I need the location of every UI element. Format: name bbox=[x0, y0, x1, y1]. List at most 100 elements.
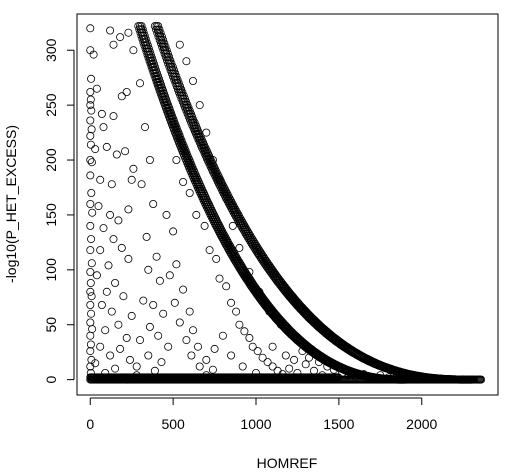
x-tick-label: 1000 bbox=[240, 416, 271, 432]
data-point bbox=[94, 202, 103, 211]
data-point bbox=[86, 287, 95, 296]
data-point bbox=[417, 374, 426, 383]
data-point bbox=[235, 320, 244, 329]
data-point bbox=[182, 336, 191, 345]
data-point bbox=[192, 210, 201, 219]
data-point bbox=[200, 221, 209, 230]
data-point bbox=[169, 227, 178, 236]
data-point bbox=[122, 333, 131, 342]
data-point bbox=[450, 375, 459, 384]
data-point bbox=[475, 375, 484, 384]
data-point bbox=[175, 40, 184, 49]
data-point bbox=[318, 371, 327, 380]
data-point bbox=[112, 150, 121, 159]
data-point bbox=[86, 278, 95, 287]
data-point bbox=[106, 351, 115, 360]
data-point bbox=[87, 309, 96, 318]
data-point bbox=[255, 287, 264, 296]
data-point bbox=[227, 351, 236, 360]
data-point bbox=[119, 292, 128, 301]
y-tick-label: 100 bbox=[43, 258, 59, 282]
data-point bbox=[150, 366, 159, 375]
data-point bbox=[97, 300, 106, 309]
data-point bbox=[268, 362, 277, 371]
data-point bbox=[86, 88, 95, 97]
data-point bbox=[121, 147, 130, 156]
data-point bbox=[202, 371, 211, 380]
data-point bbox=[179, 177, 188, 186]
data-point bbox=[101, 368, 110, 377]
y-tick-label: 200 bbox=[43, 148, 59, 172]
data-point bbox=[116, 344, 125, 353]
data-point bbox=[314, 358, 323, 367]
data-point bbox=[309, 366, 318, 375]
data-point bbox=[228, 221, 237, 230]
data-point bbox=[293, 368, 302, 377]
data-point bbox=[86, 347, 95, 356]
data-point bbox=[222, 282, 231, 291]
data-point bbox=[91, 145, 100, 154]
data-point bbox=[281, 351, 290, 360]
data-point bbox=[91, 359, 100, 368]
data-point bbox=[99, 123, 108, 132]
data-point bbox=[265, 307, 274, 316]
data-point bbox=[152, 252, 161, 261]
data-point bbox=[170, 298, 179, 307]
data-point bbox=[253, 347, 262, 356]
data-point bbox=[238, 362, 247, 371]
data-point bbox=[212, 254, 221, 263]
data-point bbox=[86, 300, 95, 309]
data-point bbox=[86, 116, 95, 125]
data-point bbox=[273, 366, 282, 375]
data-point bbox=[109, 112, 118, 121]
data-point bbox=[175, 318, 184, 327]
data-point bbox=[149, 300, 158, 309]
data-point bbox=[172, 155, 181, 164]
data-point bbox=[124, 28, 133, 37]
data-point bbox=[86, 155, 95, 164]
data-point bbox=[245, 333, 254, 342]
y-tick-label: 250 bbox=[43, 93, 59, 117]
data-point bbox=[188, 77, 197, 86]
y-axis-label: -log10(P_HET_EXCESS) bbox=[3, 125, 19, 283]
data-point bbox=[202, 355, 211, 364]
data-point bbox=[301, 360, 310, 369]
data-point bbox=[434, 375, 443, 384]
data-point bbox=[137, 180, 146, 189]
data-point bbox=[442, 375, 451, 384]
data-point bbox=[101, 326, 110, 335]
data-point bbox=[222, 194, 231, 203]
data-point bbox=[215, 175, 224, 184]
x-tick-label: 500 bbox=[161, 416, 185, 432]
data-point bbox=[376, 371, 385, 380]
data-point bbox=[86, 95, 95, 104]
data-point bbox=[87, 188, 96, 197]
data-point bbox=[232, 307, 241, 316]
data-point bbox=[182, 57, 191, 66]
data-point bbox=[157, 358, 166, 367]
data-point bbox=[268, 342, 277, 351]
data-point bbox=[323, 362, 332, 371]
data-point bbox=[162, 210, 171, 219]
y-axis: 0 50 100 150 200 250 300 bbox=[43, 38, 75, 384]
data-point bbox=[187, 351, 196, 360]
y-tick-label: 150 bbox=[43, 203, 59, 227]
data-point bbox=[132, 371, 141, 380]
data-point bbox=[145, 155, 154, 164]
data-point bbox=[126, 355, 135, 364]
data-point bbox=[86, 24, 95, 33]
data-point bbox=[96, 342, 105, 351]
data-point bbox=[114, 216, 123, 225]
data-point bbox=[102, 287, 111, 296]
data-point bbox=[129, 164, 138, 173]
data-point bbox=[87, 158, 96, 167]
data-point bbox=[86, 101, 95, 110]
data-point bbox=[459, 375, 468, 384]
x-tick-label: 2000 bbox=[406, 416, 437, 432]
data-point bbox=[144, 265, 153, 274]
data-point bbox=[127, 311, 136, 320]
data-point bbox=[367, 373, 376, 382]
data-point bbox=[124, 205, 133, 214]
data-point bbox=[208, 365, 217, 374]
data-point bbox=[298, 347, 307, 356]
